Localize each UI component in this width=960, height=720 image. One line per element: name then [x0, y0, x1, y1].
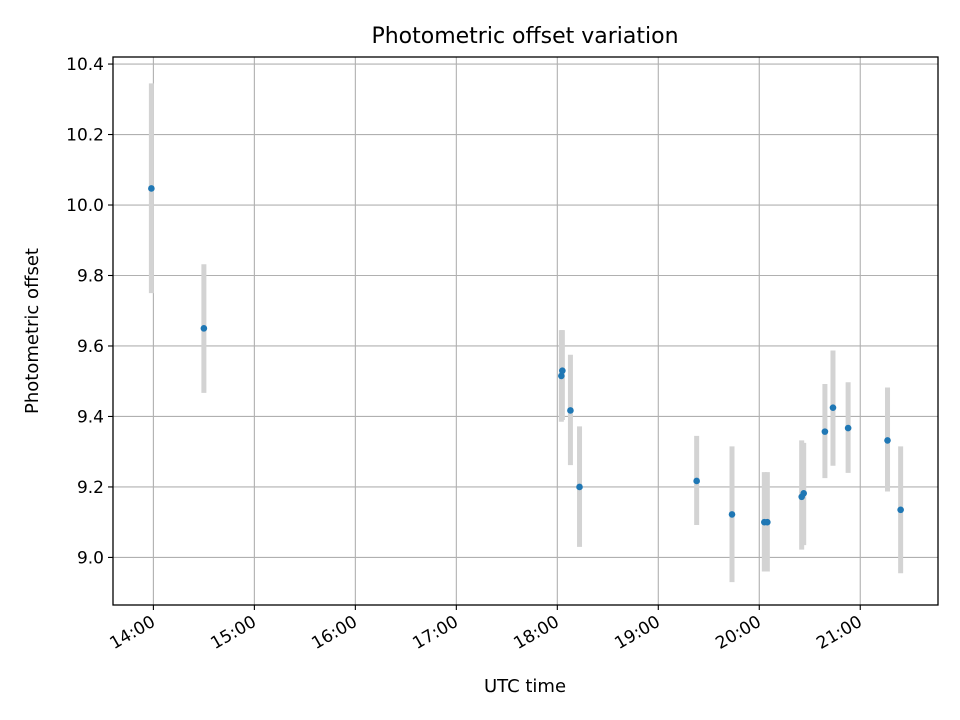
plot-frame	[112, 56, 939, 606]
data-point	[844, 424, 852, 432]
y-tick-label: 10.0	[66, 196, 104, 216]
y-axis: 9.0 9.2 9.4 9.6 9.8 10.0 10.2 10.4	[66, 55, 113, 568]
y-tick-label: 9.6	[77, 337, 104, 357]
data-point	[728, 511, 736, 518]
y-tick-label: 10.4	[66, 55, 104, 75]
data-point	[567, 407, 574, 414]
y-tick-label: 9.4	[77, 407, 104, 427]
x-axis-label: UTC time	[484, 676, 566, 697]
data-point	[764, 518, 771, 526]
data-point	[693, 477, 700, 485]
data-point	[884, 437, 891, 444]
y-axis-label: Photometric offset	[22, 248, 43, 414]
data-point	[200, 325, 208, 332]
y-tick-label: 9.8	[77, 266, 104, 286]
data-point	[897, 506, 904, 514]
data-point	[576, 483, 583, 491]
data-point	[559, 367, 566, 374]
y-tick-label: 9.0	[77, 548, 104, 568]
data-point	[829, 404, 837, 411]
plot-area	[113, 57, 938, 605]
y-tick-label: 10.2	[66, 126, 104, 146]
data-point	[558, 372, 565, 380]
point-layer	[148, 185, 904, 526]
chart-title: Photometric offset variation	[371, 24, 678, 49]
y-tick-label: 9.2	[77, 478, 104, 498]
data-point	[800, 489, 807, 497]
data-point	[821, 428, 829, 435]
data-point	[148, 185, 155, 192]
